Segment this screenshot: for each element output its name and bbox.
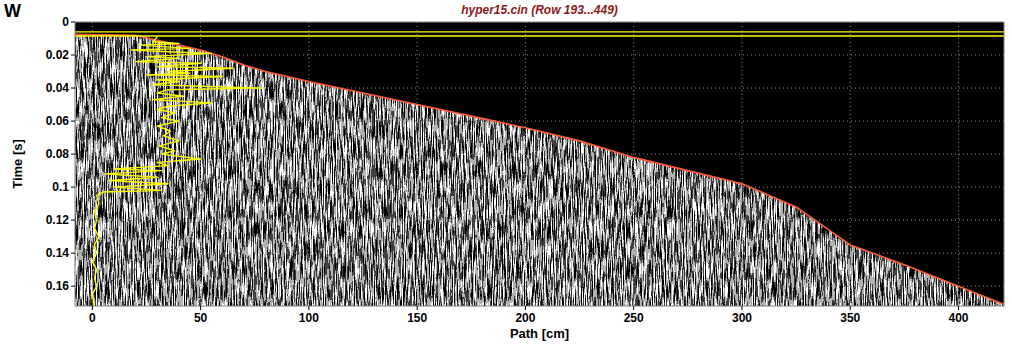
trace-line	[75, 35, 1004, 36]
grid-line	[200, 22, 201, 306]
chart: 0 50 100 150 200 250 300 350 400 0 0.02 0.04 0.06 0.0…	[0, 0, 1012, 355]
y-tick-label: 0.12	[46, 213, 70, 227]
y-axis-title: Time [s]	[10, 139, 25, 189]
y-tick	[71, 220, 75, 221]
grid-line	[525, 22, 526, 306]
trace-line	[75, 31, 1004, 32]
y-tick	[71, 187, 75, 188]
y-tick	[71, 88, 75, 89]
grid-line	[417, 22, 418, 306]
x-tick	[741, 306, 742, 310]
x-tick-label: 100	[299, 311, 319, 325]
y-tick	[71, 22, 75, 23]
y-tick-label: 0.16	[46, 279, 70, 293]
grid-line	[75, 154, 1004, 155]
x-tick	[200, 306, 201, 310]
y-tick	[71, 55, 75, 56]
annotation: W	[4, 1, 21, 21]
y-tick-label: 0.06	[46, 114, 70, 128]
x-tick	[308, 306, 309, 310]
grid-line	[958, 22, 959, 306]
grid-line	[308, 22, 309, 306]
x-tick	[417, 306, 418, 310]
y-tick-label: 0.02	[46, 48, 70, 62]
y-tick	[71, 121, 75, 122]
grid-line	[75, 253, 1004, 254]
grid-line	[75, 286, 1004, 287]
x-tick-label: 400	[949, 311, 969, 325]
y-tick-label: 0	[62, 15, 69, 29]
y-tick-label: 0.04	[46, 81, 70, 95]
marks	[75, 22, 1004, 306]
x-tick-label: 50	[194, 311, 208, 325]
y-tick	[71, 154, 75, 155]
y-tick	[71, 286, 75, 287]
grid-line	[633, 22, 634, 306]
y-tick-label: 0.08	[46, 147, 70, 161]
grid-line	[741, 22, 742, 306]
x-tick-label: 300	[732, 311, 752, 325]
plot-frame	[75, 22, 1004, 306]
plot-area	[75, 22, 1004, 306]
x-tick-label: 350	[840, 311, 860, 325]
area-fill	[75, 34, 1004, 306]
y-tick	[71, 253, 75, 254]
y-tick-label: 0.1	[52, 180, 69, 194]
x-tick-label: 250	[624, 311, 644, 325]
x-axis-title: Path [cm]	[510, 326, 569, 341]
x-tick	[958, 306, 959, 310]
x-tick	[633, 306, 634, 310]
x-tick	[850, 306, 851, 310]
grid-line	[75, 121, 1004, 122]
grid-line	[75, 220, 1004, 221]
y-tick-label: 0.14	[46, 246, 70, 260]
grid-line	[850, 22, 851, 306]
x-tick-label: 0	[89, 311, 96, 325]
grid-line	[75, 187, 1004, 188]
title: hyper15.cin (Row 193...449)	[461, 3, 618, 17]
x-tick-label: 150	[407, 311, 427, 325]
pick-line	[75, 34, 1004, 304]
x-tick-label: 200	[515, 311, 535, 325]
x-tick	[525, 306, 526, 310]
trace-line	[92, 37, 261, 306]
x-tick	[92, 306, 93, 310]
